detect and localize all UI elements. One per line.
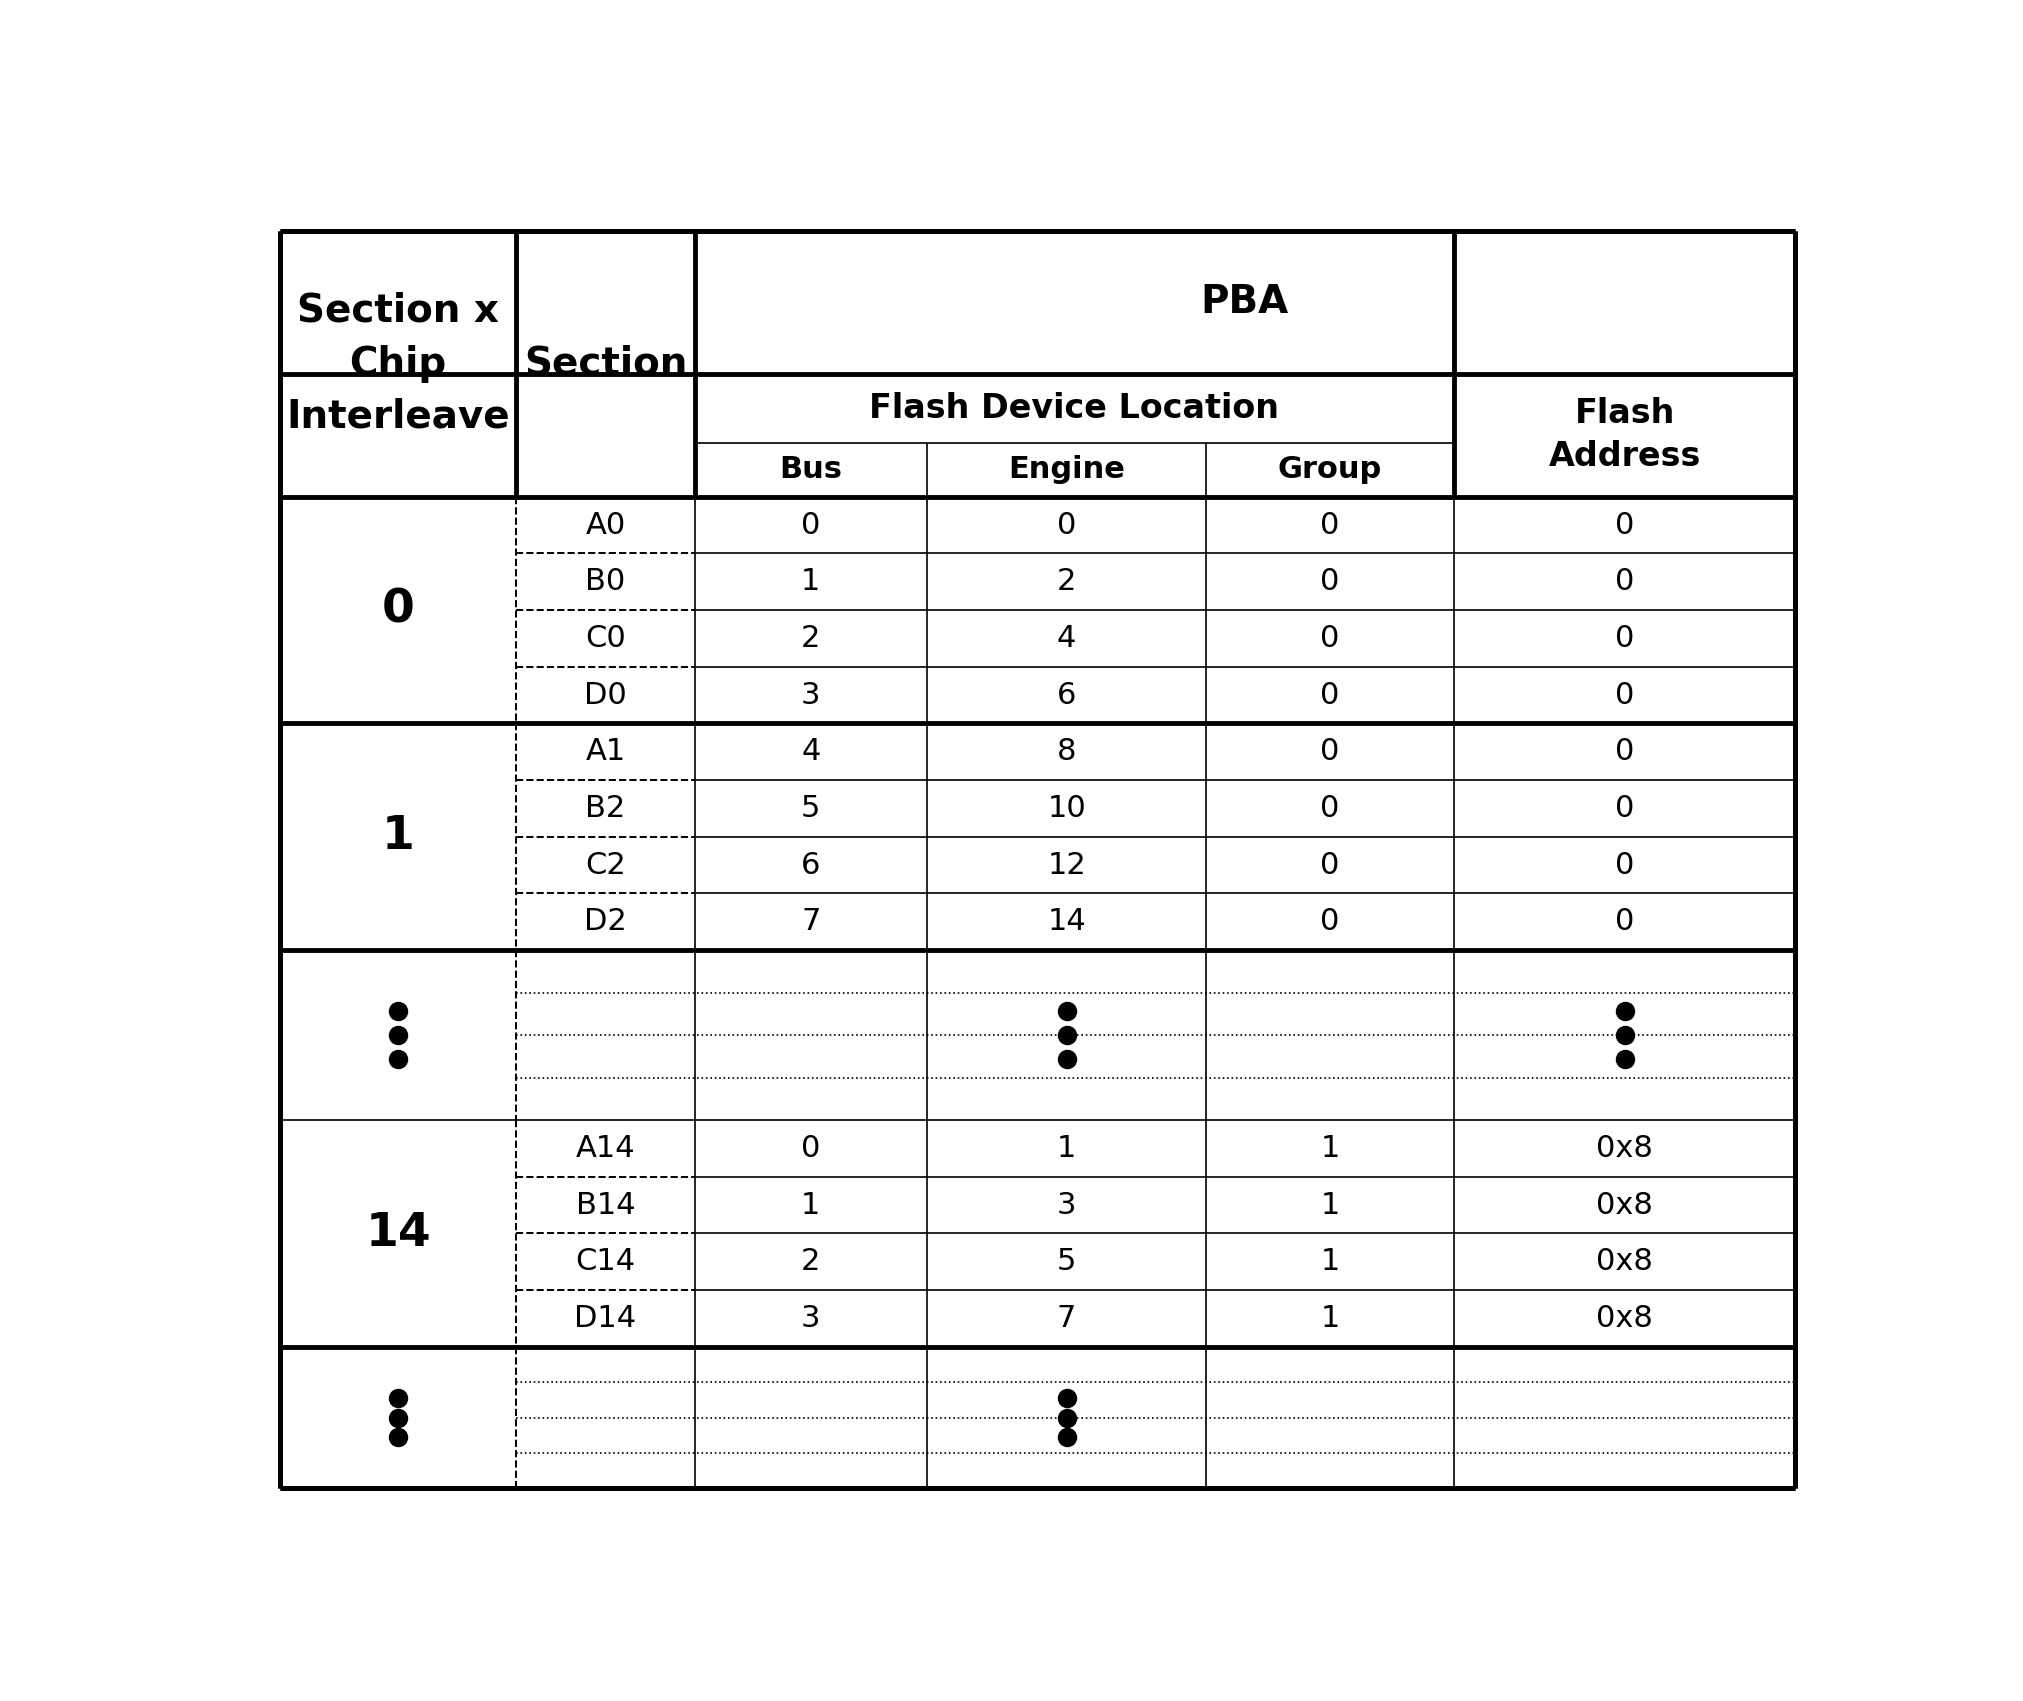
- Text: C2: C2: [585, 850, 625, 879]
- Text: 1: 1: [1056, 1135, 1076, 1163]
- Text: 0: 0: [801, 510, 821, 539]
- Text: 10: 10: [1048, 794, 1086, 823]
- Text: 0: 0: [1321, 850, 1339, 879]
- Text: 1: 1: [1321, 1247, 1339, 1276]
- Text: B14: B14: [577, 1191, 635, 1220]
- Text: 0: 0: [1321, 737, 1339, 765]
- Text: PBA: PBA: [1202, 284, 1289, 321]
- Text: D14: D14: [575, 1305, 637, 1334]
- Text: 2: 2: [801, 624, 821, 653]
- Text: 0x8: 0x8: [1596, 1247, 1653, 1276]
- Text: 0x8: 0x8: [1596, 1135, 1653, 1163]
- Text: 0: 0: [1321, 794, 1339, 823]
- Text: 1: 1: [1321, 1135, 1339, 1163]
- Text: 0: 0: [1614, 907, 1635, 936]
- Text: Section: Section: [524, 345, 688, 383]
- Text: 2: 2: [1056, 566, 1076, 597]
- Text: Flash Device Location: Flash Device Location: [870, 391, 1279, 425]
- Text: 6: 6: [801, 850, 821, 879]
- Text: 12: 12: [1048, 850, 1086, 879]
- Text: Engine: Engine: [1007, 456, 1125, 485]
- Text: 3: 3: [801, 1305, 821, 1334]
- Text: A0: A0: [585, 510, 625, 539]
- Text: Bus: Bus: [779, 456, 842, 485]
- Text: 0: 0: [1614, 850, 1635, 879]
- Text: C14: C14: [575, 1247, 635, 1276]
- Text: 1: 1: [1321, 1191, 1339, 1220]
- Text: 2: 2: [801, 1247, 821, 1276]
- Text: A1: A1: [585, 737, 625, 765]
- Text: 1: 1: [382, 815, 415, 859]
- Text: 5: 5: [1056, 1247, 1076, 1276]
- Text: 0: 0: [1614, 794, 1635, 823]
- Text: 0: 0: [1614, 510, 1635, 539]
- Text: 0: 0: [1614, 737, 1635, 765]
- Text: 0: 0: [1321, 624, 1339, 653]
- Text: 0: 0: [382, 587, 415, 633]
- Text: Group: Group: [1279, 456, 1382, 485]
- Text: 14: 14: [366, 1211, 431, 1255]
- Text: 0: 0: [1056, 510, 1076, 539]
- Text: 0: 0: [801, 1135, 821, 1163]
- Text: C0: C0: [585, 624, 625, 653]
- Text: 8: 8: [1056, 737, 1076, 765]
- Text: 0x8: 0x8: [1596, 1191, 1653, 1220]
- Text: 4: 4: [801, 737, 821, 765]
- Text: 1: 1: [801, 1191, 821, 1220]
- Text: 0: 0: [1321, 907, 1339, 936]
- Text: 0: 0: [1614, 680, 1635, 709]
- Text: 0: 0: [1321, 566, 1339, 597]
- Text: 14: 14: [1048, 907, 1086, 936]
- Text: 6: 6: [1056, 680, 1076, 709]
- Text: 0x8: 0x8: [1596, 1305, 1653, 1334]
- Text: 3: 3: [801, 680, 821, 709]
- Text: B2: B2: [585, 794, 625, 823]
- Text: 4: 4: [1056, 624, 1076, 653]
- Text: 3: 3: [1056, 1191, 1076, 1220]
- Text: D2: D2: [585, 907, 627, 936]
- Text: A14: A14: [577, 1135, 635, 1163]
- Text: 0: 0: [1321, 680, 1339, 709]
- Text: 0: 0: [1614, 566, 1635, 597]
- Text: 1: 1: [1321, 1305, 1339, 1334]
- Text: 7: 7: [1056, 1305, 1076, 1334]
- Text: 1: 1: [801, 566, 821, 597]
- Text: D0: D0: [585, 680, 627, 709]
- Text: Section x
Chip
Interleave: Section x Chip Interleave: [287, 293, 510, 435]
- Text: B0: B0: [585, 566, 625, 597]
- Text: 0: 0: [1614, 624, 1635, 653]
- Text: 7: 7: [801, 907, 821, 936]
- Text: Flash
Address: Flash Address: [1548, 396, 1701, 473]
- Text: 0: 0: [1321, 510, 1339, 539]
- Text: 5: 5: [801, 794, 821, 823]
